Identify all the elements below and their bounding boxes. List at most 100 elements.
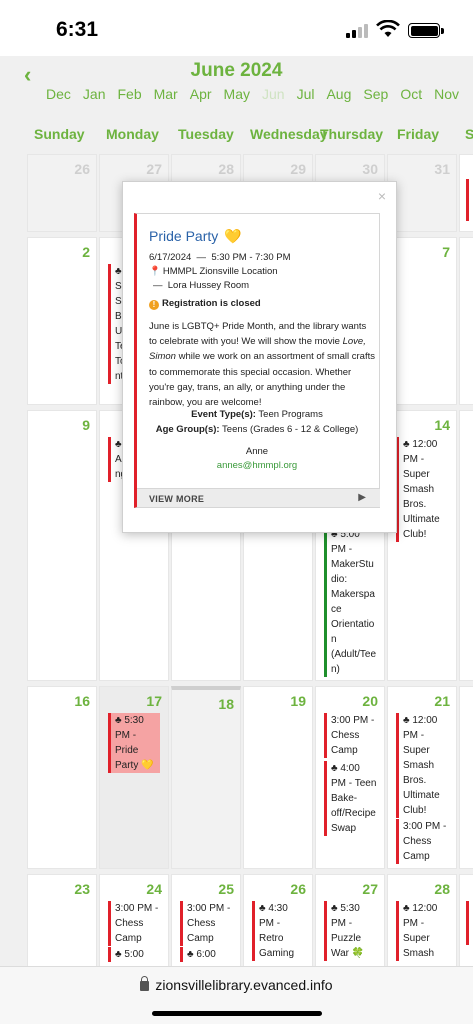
weekday-header: Sunday Monday Tuesday Wednesday Thursday… [0,126,473,146]
day-cell-selected[interactable]: 17 ♣ 5:30 PM - Pride Party 💛 [99,686,169,869]
month-link-jan[interactable]: Jan [82,86,106,102]
day-cell[interactable]: 9 [27,410,97,681]
month-link-oct[interactable]: Oct [400,86,423,102]
play-arrow-icon: ▶ [358,492,366,503]
month-link-jul[interactable]: Jul [296,86,315,102]
event-label: 3:00 PM - Chess Camp [187,903,231,944]
url-display[interactable]: zionsvillelibrary.evanced.info [0,976,473,993]
event-room: — Lora Hussey Room [153,280,250,291]
age-groups-value: Teens (Grades 6 - 12 & College) [222,424,359,435]
event-item[interactable]: ♣ 12:00 PM - Super Smash [396,901,456,961]
event-label: 3:00 PM - Chess Camp [403,821,447,862]
day-cell[interactable] [459,874,473,966]
weekday-wednesday: Wednesday [250,126,328,142]
day-cell[interactable]: 20 3:00 PM - Chess Camp ♣ 4:00 PM - Teen… [315,686,385,869]
browser-url-bar[interactable]: zionsvillelibrary.evanced.info [0,966,473,1024]
day-number: 21 [434,693,450,709]
event-location: 📍 HMMPL Zionsville Location [149,266,278,277]
event-item[interactable]: ♣ 5:00 PM - MakerStu dio: Makerspa ce Or… [324,527,384,677]
day-number: 23 [74,881,90,897]
event-item[interactable]: ♣ 12:00 PM - Super Smash Bros. Ultimate … [396,437,456,542]
day-cell[interactable] [459,686,473,869]
day-cell[interactable]: 2 [27,237,97,405]
day-number: 14 [434,417,450,433]
month-link-may[interactable]: May [223,86,250,102]
day-cell[interactable]: 27 ♣ 5:30 PM - Puzzle War 🍀 [315,874,385,966]
month-link-mar[interactable]: Mar [153,86,178,102]
day-cell[interactable] [459,237,473,405]
day-cell[interactable]: 23 [27,874,97,966]
description-text: June is LGBTQ+ Pride Month, and the libr… [149,321,367,348]
month-link-sep[interactable]: Sep [363,86,389,102]
day-cell[interactable]: 25 3:00 PM - Chess Camp ♣ 6:00 [171,874,241,966]
lock-icon [140,976,150,991]
day-cell[interactable]: 31 [387,154,457,232]
event-label: 4:00 PM - Teen Bake- off/Recipe Swap [331,763,377,834]
event-label: 6:00 [196,949,216,960]
day-number: 2 [82,244,90,260]
event-item[interactable]: ♣ 12:00 PM - Super Smash Bros. Ultimate … [396,713,456,818]
wifi-icon [376,20,400,37]
event-item[interactable]: ♣ 4:00 PM - Teen Bake- off/Recipe Swap [324,761,384,836]
event-title[interactable]: Pride Party 💛 [149,228,242,245]
previous-month-arrow-icon[interactable]: ‹ [24,62,32,87]
month-link-feb[interactable]: Feb [117,86,142,102]
event-item[interactable]: 3:00 PM - Chess Camp [108,901,168,946]
day-cell[interactable]: 26 ♣ 4:30 PM - Retro Gaming [243,874,313,966]
month-link-dec[interactable]: Dec [46,86,71,102]
day-number: 27 [362,881,378,897]
month-link-apr[interactable]: Apr [189,86,212,102]
event-label: 4:30 PM - Retro Gaming [259,903,295,959]
day-number: 27 [146,161,162,177]
month-link-jun-current: Jun [261,86,285,102]
event-item[interactable]: 3:00 PM - Chess Camp [324,713,384,758]
event-item[interactable] [466,901,473,945]
day-cell[interactable]: 18 [171,686,241,869]
month-link-nov[interactable]: Nov [434,86,459,102]
weekday-monday: Monday [106,126,159,142]
event-item[interactable]: ♣ 5:00 [108,947,168,962]
event-item[interactable]: 3:00 PM - Chess Camp [396,819,456,864]
event-types-label: Event Type(s): [191,409,256,420]
day-cell[interactable]: 19 [243,686,313,869]
day-cell[interactable]: 21 ♣ 12:00 PM - Super Smash Bros. Ultima… [387,686,457,869]
day-cell[interactable]: 26 [27,154,97,232]
day-cell[interactable]: 24 3:00 PM - Chess Camp ♣ 5:00 [99,874,169,966]
event-types: Event Type(s): Teen Programs [137,409,377,420]
event-item[interactable]: ♣ 5:30 PM - Puzzle War 🍀 [324,901,384,961]
day-cell[interactable]: 28 ♣ 12:00 PM - Super Smash [387,874,457,966]
month-navigation: Dec Jan Feb Mar Apr May Jun Jul Aug Sep Oct Nov [46,86,471,104]
view-more-button[interactable]: VIEW MORE ▶ [137,488,380,507]
event-location-text: HMMPL Zionsville Location [162,266,278,277]
month-link-aug[interactable]: Aug [326,86,352,102]
event-item[interactable]: 3:00 PM - Chess Camp [180,901,240,946]
description-text: while we work on an assortment of small … [149,351,375,409]
cellular-signal-icon [346,24,370,38]
home-indicator[interactable] [152,1011,322,1016]
weekday-sunday: Sunday [34,126,85,142]
day-cell[interactable]: 16 [27,686,97,869]
event-item[interactable]: ♣ 6:00 [180,947,240,962]
event-item-pride-party[interactable]: ♣ 5:30 PM - Pride Party 💛 [108,713,160,773]
weekday-friday: Friday [397,126,440,142]
day-number: 16 [74,693,90,709]
weekday-saturday: S [465,126,473,142]
day-cell[interactable] [459,154,473,232]
status-time: 6:31 [56,18,99,41]
day-number: 20 [362,693,378,709]
day-cell[interactable] [459,410,473,681]
contact-email-link[interactable]: annes@hmmpl.org [216,460,298,471]
battery-icon [408,23,444,38]
day-number: 24 [146,881,162,897]
heart-icon: 💛 [224,228,242,244]
event-item[interactable] [466,179,473,221]
day-cell[interactable]: 14 ♣ 12:00 PM - Super Smash Bros. Ultima… [387,410,457,681]
day-cell[interactable]: 7 [387,237,457,405]
event-title-text: Pride Party [149,228,219,244]
close-icon[interactable]: × [377,188,386,204]
event-item[interactable]: ♣ 4:30 PM - Retro Gaming [252,901,312,961]
month-title: June 2024 [190,60,283,81]
age-groups-label: Age Group(s): [155,424,220,435]
url-text: zionsvillelibrary.evanced.info [155,977,333,993]
day-number: 9 [82,417,90,433]
